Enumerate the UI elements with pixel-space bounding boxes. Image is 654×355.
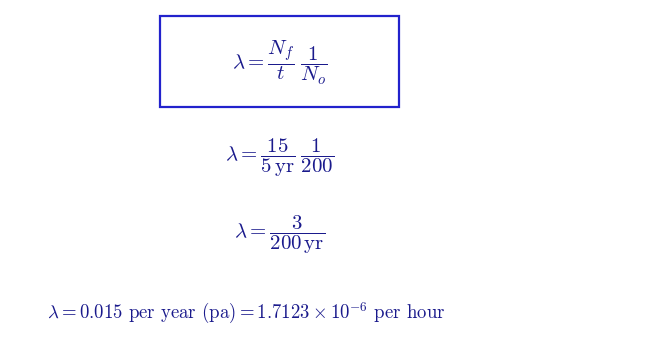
Text: $\lambda = 0.015\text{ per year (pa)} = 1.7123 \times 10^{-6}\text{ per hour}$: $\lambda = 0.015\text{ per year (pa)} = …	[47, 301, 445, 326]
Text: $\lambda = \dfrac{N_f}{t}\;\dfrac{1}{N_o}$: $\lambda = \dfrac{N_f}{t}\;\dfrac{1}{N_o…	[232, 39, 328, 87]
Text: $\lambda = \dfrac{3}{200\,\mathrm{yr}}$: $\lambda = \dfrac{3}{200\,\mathrm{yr}}$	[234, 214, 326, 256]
Text: $\lambda = \dfrac{15}{5\,\mathrm{yr}}\;\dfrac{1}{200}$: $\lambda = \dfrac{15}{5\,\mathrm{yr}}\;\…	[226, 137, 334, 179]
